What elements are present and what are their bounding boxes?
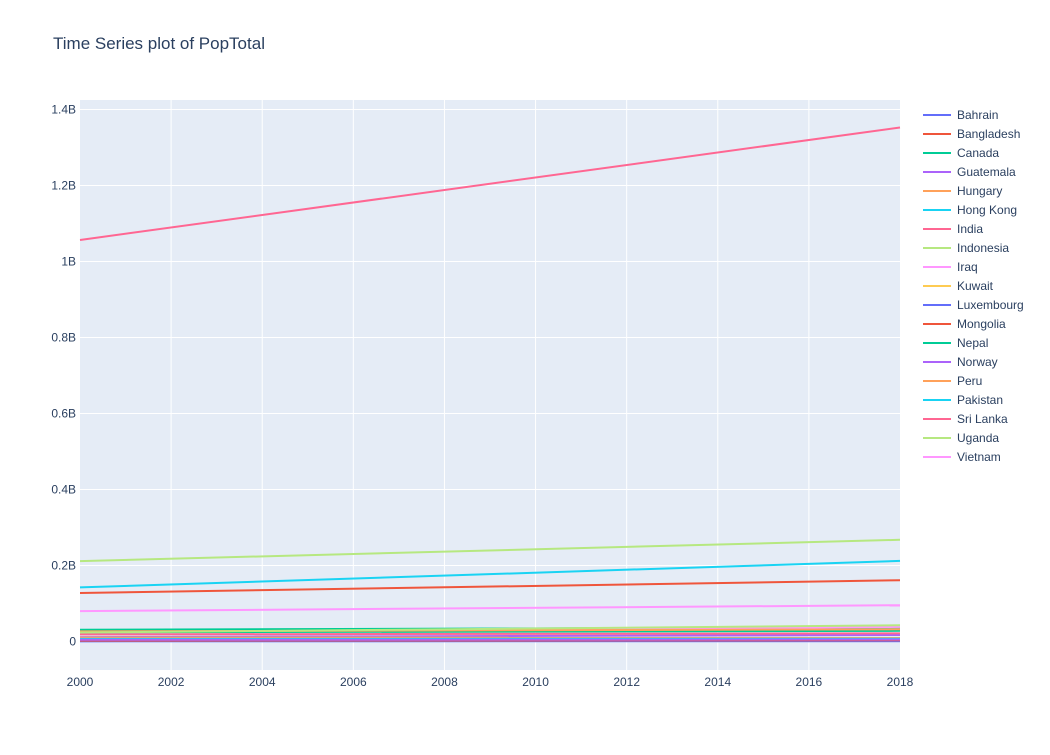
legend-item[interactable]: Hungary: [923, 184, 1002, 198]
x-axis-ticks: 2000 2002 2004 2006 2008 2010 2012 2014 2016 2018: [67, 675, 914, 689]
x-tick-label: 2018: [887, 675, 914, 689]
x-tick-label: 2000: [67, 675, 94, 689]
series-line-sri-lanka: [80, 633, 900, 634]
legend-item[interactable]: Mongolia: [923, 317, 1006, 331]
legend-label: Sri Lanka: [957, 412, 1008, 426]
x-tick-label: 2016: [796, 675, 823, 689]
legend-item[interactable]: Sri Lanka: [923, 412, 1008, 426]
legend-label: Canada: [957, 146, 999, 160]
legend-item[interactable]: Pakistan: [923, 393, 1003, 407]
legend-label: Indonesia: [957, 241, 1009, 255]
legend-label: Peru: [957, 374, 982, 388]
legend-item[interactable]: Indonesia: [923, 241, 1009, 255]
legend-label: India: [957, 222, 983, 236]
x-tick-label: 2006: [340, 675, 367, 689]
y-axis-ticks: 0 0.2B 0.4B 0.6B 0.8B 1B 1.2B 1.4B: [51, 103, 76, 649]
x-tick-label: 2012: [613, 675, 640, 689]
legend-label: Uganda: [957, 431, 999, 445]
x-tick-label: 2010: [522, 675, 549, 689]
y-tick-label: 0.4B: [51, 483, 76, 497]
x-tick-label: 2014: [704, 675, 731, 689]
legend-item[interactable]: Norway: [923, 355, 998, 369]
legend-item[interactable]: Kuwait: [923, 279, 994, 293]
legend-item[interactable]: Guatemala: [923, 165, 1016, 179]
legend: Bahrain Bangladesh Canada Guatemala Hungary H…: [923, 108, 1024, 464]
y-tick-label: 1.2B: [51, 179, 76, 193]
y-tick-label: 0.2B: [51, 559, 76, 573]
legend-item[interactable]: Vietnam: [923, 450, 1001, 464]
y-tick-label: 0: [69, 635, 76, 649]
y-tick-label: 0.6B: [51, 407, 76, 421]
legend-label: Norway: [957, 355, 998, 369]
legend-label: Iraq: [957, 260, 978, 274]
y-tick-label: 1.4B: [51, 103, 76, 117]
legend-label: Hungary: [957, 184, 1002, 198]
x-tick-label: 2004: [249, 675, 276, 689]
x-tick-label: 2008: [431, 675, 458, 689]
legend-label: Bangladesh: [957, 127, 1020, 141]
legend-label: Nepal: [957, 336, 988, 350]
legend-item[interactable]: Uganda: [923, 431, 999, 445]
legend-item[interactable]: Iraq: [923, 260, 978, 274]
legend-label: Pakistan: [957, 393, 1003, 407]
legend-item[interactable]: Bahrain: [923, 108, 998, 122]
legend-item[interactable]: Bangladesh: [923, 127, 1020, 141]
legend-label: Kuwait: [957, 279, 994, 293]
legend-item[interactable]: Peru: [923, 374, 982, 388]
legend-label: Mongolia: [957, 317, 1006, 331]
legend-label: Luxembourg: [957, 298, 1024, 312]
legend-item[interactable]: Luxembourg: [923, 298, 1024, 312]
legend-item[interactable]: India: [923, 222, 983, 236]
legend-label: Bahrain: [957, 108, 998, 122]
legend-label: Vietnam: [957, 450, 1001, 464]
legend-item[interactable]: Hong Kong: [923, 203, 1017, 217]
legend-label: Guatemala: [957, 165, 1016, 179]
x-tick-label: 2002: [158, 675, 185, 689]
y-tick-label: 0.8B: [51, 331, 76, 345]
y-tick-label: 1B: [61, 255, 76, 269]
legend-item[interactable]: Canada: [923, 146, 999, 160]
chart-title: Time Series plot of PopTotal: [53, 34, 265, 54]
legend-label: Hong Kong: [957, 203, 1017, 217]
legend-item[interactable]: Nepal: [923, 336, 988, 350]
